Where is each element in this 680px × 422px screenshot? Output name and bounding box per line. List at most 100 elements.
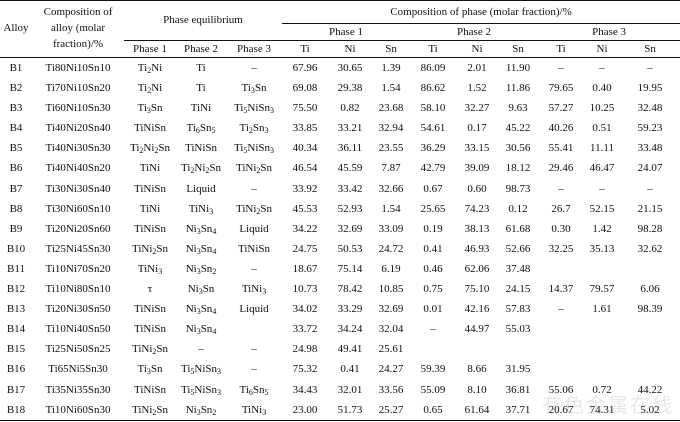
cell-phase-2: Ti6Sn5 [186,122,216,136]
cell-alloy: B2 [9,82,23,95]
table-row: B16 Ti65Ni5Sn30 Ti3Sn Ti5NiSn3 – 75.32 0.41 24.… [0,359,680,379]
cell-phase-1-ti: 34.02 [292,303,318,316]
table-row: B8 Ti30Ni60Sn10 TiNi TiNi3 TiNi2Sn 45.53 52.93… [0,199,680,219]
table-row: B2 Ti70Ni10Sn20 Ti2Ni Ti Ti3Sn 69.08 29.38 1.54… [0,78,680,98]
cell-phase-1-ti: 45.53 [292,202,318,215]
cell-phase-3-ti: 0.30 [551,222,571,235]
cell-phase-3: – [251,62,257,74]
cell-phase-3: – [251,262,257,275]
cell-phase-2-ni [456,339,498,359]
cell-phase-2-ti: 55.09 [420,383,446,396]
table-row: B11 Ti10Ni70Sn20 TiNi3 Ni3Sn2 – 18.67 75.14 6.1… [0,259,680,279]
cell-phase-2-ti: 58.10 [420,102,446,115]
cell-phase-1-sn: 32.66 [378,182,404,195]
cell-phase-2-sn: 61.68 [505,222,531,235]
cell-phase-2-ti [410,339,456,359]
cell-phase-1-ti: 33.85 [292,122,318,135]
cell-phase-2: Ni3Sn2 [176,399,226,421]
cell-phase-2-ni: 38.13 [464,222,490,235]
cell-phase-2-ti: 0.65 [410,399,457,421]
cell-phase-1-ni: 78.42 [337,283,363,296]
cell-phase-3-sn: 98.28 [637,222,663,235]
header-composition: Composition of alloy (molar fraction)/% [32,0,124,58]
cell-alloy: B9 [9,222,23,235]
cell-alloy: B14 [6,323,26,336]
cell-alloy: B12 [6,283,26,296]
cell-phase-1-ti: 75.50 [292,102,318,115]
header-pe-phase-1: Phase 1 [124,40,176,58]
cell-phase-3-ti: – [558,62,564,74]
cell-phase-1-ti: 10.73 [292,283,318,296]
cell-phase-1-ni: 75.14 [337,262,363,275]
cell-phase-2-ni: 8.10 [467,383,487,396]
cell-phase-1-ti: 24.75 [292,242,318,255]
cell-phase-1-ti: 33.72 [292,323,318,336]
cell-phase-3-sn: 21.15 [637,202,663,215]
cell-alloy: B4 [9,122,23,135]
table-body: B1 Ti80Ni10Sn10 Ti2Ni Ti – 67.96 30.65 1.39 86.0… [0,58,680,421]
cell-phase-1-ti: 46.54 [292,162,318,175]
cell-phase-2: TiNiSn [184,142,217,155]
cell-phase-2: Ti5NiSn3 [180,383,221,397]
cell-phase-2: Ni3Sn [187,283,215,297]
cell-phase-1: Ti2Ni [137,62,163,75]
cell-composition: Ti20Ni20Sn60 [45,222,111,235]
cell-phase-2-ni: 42.16 [464,303,490,316]
cell-phase-3 [226,319,282,339]
header-alloy: Alloy [0,0,32,58]
cell-phase-3-ni: 11.11 [590,142,614,155]
cell-alloy: B11 [7,262,25,275]
cell-composition: Ti10Ni70Sn20 [45,262,111,275]
cell-alloy: B18 [0,399,32,421]
cell-alloy: B6 [9,162,23,175]
header-element-ti: Ti [538,40,585,58]
cell-composition: Ti25Ni45Sn30 [45,242,111,255]
cell-phase-2-sn: 52.66 [505,242,531,255]
header-element-ni: Ni [456,40,499,58]
cell-phase-3-ti: 29.46 [548,162,574,175]
cell-phase-1-ni: 29.38 [337,82,363,95]
cell-phase-2-ni: 74.23 [464,202,490,215]
cell-phase-2-ni: 46.93 [464,242,490,255]
cell-phase-1: TiNiSn [133,122,166,135]
cell-phase-3-ni: 79.57 [589,283,615,296]
cell-composition: Ti10Ni40Sn50 [45,323,111,336]
cell-phase-3-ni: – [599,62,605,74]
cell-phase-2: Ni3Sn4 [185,303,217,317]
cell-phase-3-sn: 59.23 [637,122,663,135]
table-row: B15 Ti25Ni50Sn25 TiNi2Sn – – 24.98 49.41 25.61 [0,339,680,359]
cell-phase-3-sn: 44.22 [637,383,663,396]
table-row: B7 Ti30Ni30Sn40 TiNiSn Liquid – 33.92 33.42 32.… [0,179,680,199]
cell-phase-3-ti [538,359,584,379]
cell-phase-1: TiNiSn [133,303,166,316]
table-row: B4 Ti40Ni20Sn40 TiNiSn Ti6Sn5 Ti2Sn3 33.85 33.… [0,118,680,138]
cell-phase-2: – [198,343,204,356]
cell-phase-1-sn: 6.19 [381,262,401,275]
cell-phase-3-ni [584,319,620,339]
cell-phase-2-ni: 33.15 [464,142,490,155]
cell-phase-1-sn: 24.72 [378,242,404,255]
cell-phase-2-sn: 11.86 [505,82,531,95]
cell-phase-1: Ti2Ni [137,82,163,96]
cell-phase-3-ti: 40.26 [548,122,574,135]
header-element-ti: Ti [282,40,329,58]
cell-phase-1-ni: 0.82 [340,102,360,115]
cell-alloy: B3 [9,102,23,115]
cell-phase-1-ni: 50.53 [337,242,363,255]
cell-phase-2: Ti [196,62,206,74]
cell-phase-1-ni: 33.21 [337,122,363,135]
table-row: B17 Ti35Ni35Sn30 TiNiSn Ti5NiSn3 Ti6Sn5 34.43… [0,380,680,400]
cell-phase-1: TiNiSn [133,383,166,396]
header-element-sn: Sn [498,40,539,58]
cell-phase-3-ti: 14.37 [548,283,574,296]
cell-phase-3: Liquid [239,303,269,316]
cell-phase-1-sn: 1.39 [381,62,401,74]
cell-phase-1-sn: 24.27 [378,363,404,376]
cell-phase-3: Ti3Sn [241,82,267,96]
cell-phase-2-sn: 30.56 [505,142,531,155]
cell-phase-3-sn: 6.06 [640,283,660,296]
cell-phase-1-ni: 36.11 [337,142,363,155]
cell-phase-2-sn: 31.95 [505,363,531,376]
table-row: B10 Ti25Ni45Sn30 TiNi2Sn Ni3Sn4 TiNiSn 24.75 5… [0,239,680,259]
cell-phase-3-ti: 79.65 [548,82,574,95]
